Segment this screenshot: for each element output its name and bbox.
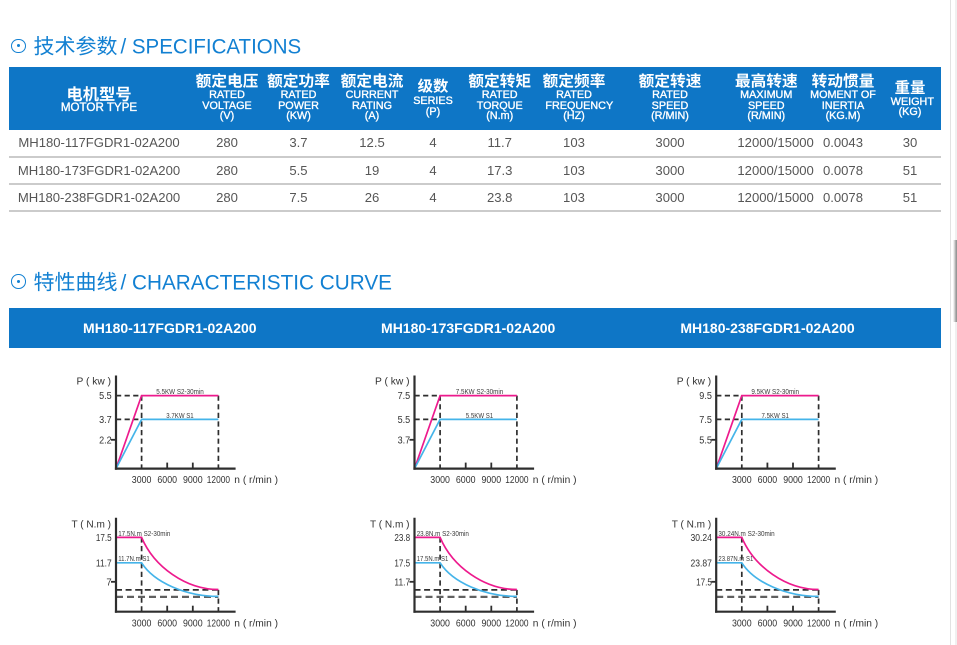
svg-text:n ( r/min ): n ( r/min ) <box>234 475 278 486</box>
svg-text:3000: 3000 <box>732 618 752 629</box>
svg-text:17.5: 17.5 <box>696 577 712 588</box>
svg-text:17.5: 17.5 <box>394 558 410 569</box>
svg-text:3000: 3000 <box>430 618 450 629</box>
svg-text:11.7: 11.7 <box>394 577 410 588</box>
svg-text:T ( N.m ): T ( N.m ) <box>672 520 712 531</box>
svg-text:12000: 12000 <box>207 475 230 486</box>
svg-text:P ( kw ): P ( kw ) <box>677 377 712 388</box>
svg-text:9.5KW S2-30min: 9.5KW S2-30min <box>751 387 799 396</box>
svg-text:9000: 9000 <box>482 475 502 486</box>
svg-text:7: 7 <box>106 577 111 588</box>
svg-text:3000: 3000 <box>132 618 152 629</box>
svg-text:17.5N.m S2-30min: 17.5N.m S2-30min <box>118 529 170 538</box>
svg-text:n ( r/min ): n ( r/min ) <box>533 618 577 629</box>
svg-text:n ( r/min ): n ( r/min ) <box>533 475 577 486</box>
svg-text:3.7: 3.7 <box>398 435 411 446</box>
svg-text:5.5KW S2-30min: 5.5KW S2-30min <box>156 387 204 396</box>
svg-text:9000: 9000 <box>183 475 203 486</box>
svg-text:7.5KW S2-30min: 7.5KW S2-30min <box>456 387 504 396</box>
svg-text:12000: 12000 <box>505 618 528 629</box>
svg-text:3.7KW S1: 3.7KW S1 <box>166 411 193 420</box>
svg-text:P ( kw ): P ( kw ) <box>77 377 112 388</box>
svg-text:n ( r/min ): n ( r/min ) <box>835 475 879 486</box>
svg-text:12000: 12000 <box>807 618 830 629</box>
svg-text:n ( r/min ): n ( r/min ) <box>835 618 879 629</box>
svg-text:23.8N.m S2-30min: 23.8N.m S2-30min <box>417 529 469 538</box>
svg-text:17.5: 17.5 <box>96 533 112 544</box>
svg-text:6000: 6000 <box>456 475 476 486</box>
svg-text:3000: 3000 <box>132 475 152 486</box>
svg-text:5.5KW S1: 5.5KW S1 <box>466 411 493 420</box>
svg-text:3.7: 3.7 <box>99 415 112 426</box>
svg-text:/ SPECIFICATIONS: / SPECIFICATIONS <box>121 35 302 59</box>
svg-text:3000: 3000 <box>430 475 450 486</box>
svg-text:9000: 9000 <box>783 475 803 486</box>
svg-text:11.7N.m S1: 11.7N.m S1 <box>118 554 150 563</box>
svg-text:5.5: 5.5 <box>398 415 411 426</box>
svg-text:5.5: 5.5 <box>99 391 112 402</box>
svg-text:T ( N.m ): T ( N.m ) <box>72 520 112 531</box>
svg-text:11.7: 11.7 <box>96 558 112 569</box>
svg-text:6000: 6000 <box>758 618 778 629</box>
svg-text:3000: 3000 <box>732 475 752 486</box>
svg-text:9000: 9000 <box>183 618 203 629</box>
svg-text:7.5: 7.5 <box>398 391 411 402</box>
svg-text:n ( r/min ): n ( r/min ) <box>234 618 278 629</box>
svg-text:23.87: 23.87 <box>691 558 712 569</box>
svg-text:P ( kw ): P ( kw ) <box>375 377 410 388</box>
svg-text:6000: 6000 <box>758 475 778 486</box>
svg-text:7.5KW S1: 7.5KW S1 <box>762 411 789 420</box>
svg-text:9000: 9000 <box>783 618 803 629</box>
svg-text:6000: 6000 <box>456 618 476 629</box>
svg-text:23.87N.m S1: 23.87N.m S1 <box>718 554 753 563</box>
svg-text:12000: 12000 <box>207 618 230 629</box>
svg-text:12000: 12000 <box>807 475 830 486</box>
svg-text:9000: 9000 <box>482 618 502 629</box>
svg-text:6000: 6000 <box>157 618 177 629</box>
svg-text:30.24N.m S2-30min: 30.24N.m S2-30min <box>718 529 774 538</box>
svg-text:30.24: 30.24 <box>691 533 713 544</box>
svg-text:17.5N.m S1: 17.5N.m S1 <box>417 554 449 563</box>
svg-text:5.5: 5.5 <box>699 435 712 446</box>
svg-text:2.2: 2.2 <box>99 435 112 446</box>
svg-text:23.8: 23.8 <box>394 533 410 544</box>
svg-text:/ CHARACTERISTIC CURVE: / CHARACTERISTIC CURVE <box>121 271 393 295</box>
svg-text:6000: 6000 <box>157 475 177 486</box>
svg-text:9.5: 9.5 <box>699 391 712 402</box>
svg-text:T ( N.m ): T ( N.m ) <box>370 520 410 531</box>
svg-text:7.5: 7.5 <box>699 415 712 426</box>
svg-text:12000: 12000 <box>505 475 528 486</box>
